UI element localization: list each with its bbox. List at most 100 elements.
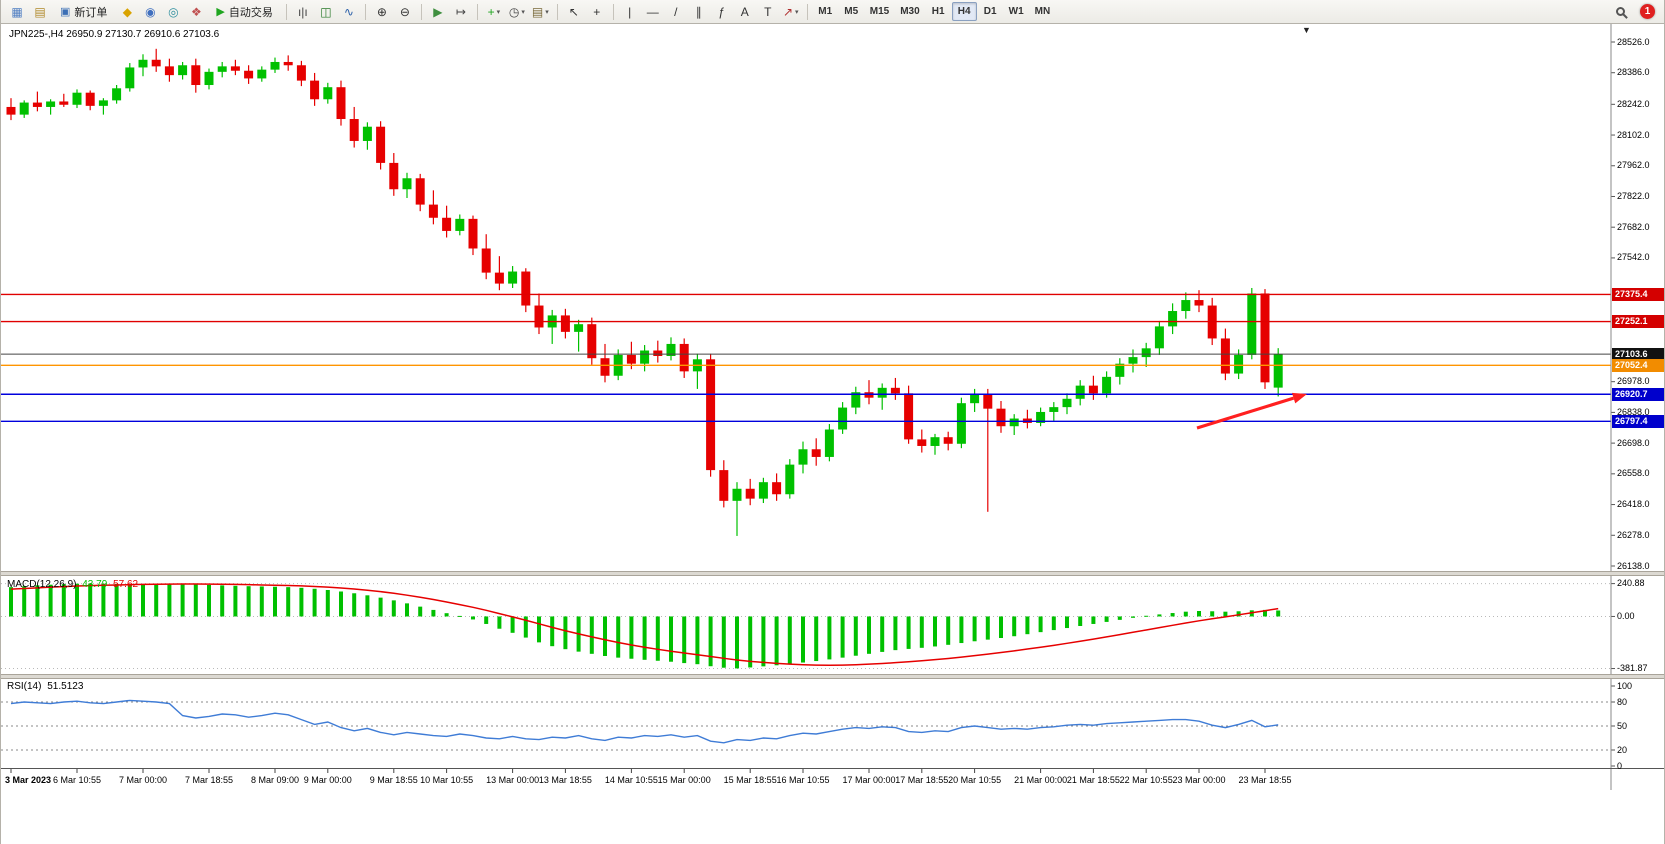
candle-body xyxy=(376,126,386,163)
time-axis-separator xyxy=(1,768,1664,769)
candlestick-chart-type-icon[interactable]: ◫ xyxy=(320,4,332,19)
candle-body xyxy=(1194,300,1204,306)
tf-h4[interactable]: H4 xyxy=(951,2,977,21)
accounts-icon[interactable]: ◉ xyxy=(145,4,156,19)
candle-body xyxy=(59,101,69,105)
tf-h1[interactable]: H1 xyxy=(931,6,945,17)
candle-body xyxy=(164,66,174,76)
line-chart-type-icon[interactable]: ∿ xyxy=(343,4,354,19)
text-icon[interactable]: A xyxy=(740,4,749,19)
cursor-icon[interactable]: ↖ xyxy=(568,4,579,19)
algo-trading-icon[interactable]: ❖ xyxy=(191,4,202,19)
ohlc-values: 26950.9 27130.7 26910.6 27103.6 xyxy=(66,29,220,40)
panel-splitter-rsi[interactable] xyxy=(1,674,1664,679)
candle-body xyxy=(138,59,148,68)
toolbar: ▦ ▤ ▣ 新订单 ◆ ◉ ◎ ❖ ▶ 自动交易 ı|ı ◫ ∿ ⊕ ⊖ ▶ ↦ + ▾ ◷ ▾ ▤ ▾ ↖ + | — / ∥ ƒ A T ↗… xyxy=(1,0,1664,24)
templates-icon[interactable]: ▤ ▾ xyxy=(531,4,549,19)
chart-shift-icon[interactable]: ↦ xyxy=(455,4,466,19)
candle-body xyxy=(758,482,768,499)
candle-body xyxy=(785,464,795,495)
arrows-icon[interactable]: ↗ ▾ xyxy=(782,4,799,19)
community-icon[interactable]: ◎ xyxy=(168,4,179,19)
panel-splitter-macd[interactable] xyxy=(1,571,1664,576)
caret-down-icon: ▾ xyxy=(795,8,799,16)
equidistant-channel-icon[interactable]: ∥ xyxy=(695,4,702,19)
tf-m15[interactable]: M15 xyxy=(869,6,890,17)
vertical-line-icon[interactable]: | xyxy=(628,4,632,19)
candle-body xyxy=(98,100,108,106)
candle-body xyxy=(402,178,412,190)
candle-body xyxy=(72,92,82,105)
candle-body xyxy=(1181,300,1191,312)
candle-body xyxy=(323,87,333,100)
caret-down-icon: ▾ xyxy=(496,8,501,16)
label-icon[interactable]: T xyxy=(764,4,772,19)
candle-body xyxy=(798,449,808,465)
candle-body xyxy=(415,178,425,205)
toolbar-sep xyxy=(806,3,808,20)
tf-d1[interactable]: D1 xyxy=(983,6,997,17)
candle-body xyxy=(204,71,214,86)
candle-body xyxy=(1088,385,1098,394)
candle-body xyxy=(706,359,716,471)
notifications-badge[interactable]: 1 xyxy=(1640,4,1655,19)
toolbar-sep xyxy=(364,3,366,20)
candle-body xyxy=(719,470,729,501)
candle-body xyxy=(389,162,399,190)
tf-mn[interactable]: MN xyxy=(1034,6,1051,17)
candle-body xyxy=(296,65,306,81)
tf-w1[interactable]: W1 xyxy=(1008,6,1024,17)
bar-chart-type-icon[interactable]: ı|ı xyxy=(297,4,308,19)
macd-label: MACD(12,26,9) 43.79 57.62 xyxy=(7,579,141,590)
candle-body xyxy=(508,271,518,284)
candle-body xyxy=(191,65,201,86)
candle-body xyxy=(6,106,16,115)
candle-body xyxy=(772,482,782,495)
candle-body xyxy=(1009,418,1019,427)
candle-body xyxy=(574,324,584,332)
candle-body xyxy=(811,449,821,457)
auto-scroll-icon[interactable]: ▶ xyxy=(433,4,443,19)
candle-body xyxy=(930,437,940,446)
tf-m1[interactable]: M1 xyxy=(818,6,833,17)
profiles-icon[interactable]: ▤ xyxy=(34,4,46,19)
periods-icon[interactable]: ◷ ▾ xyxy=(508,4,525,19)
symbol-ohlc-label: JPN225-,H4 26950.9 27130.7 26910.6 27103… xyxy=(9,29,219,40)
candle-body xyxy=(521,271,531,306)
crosshair-icon[interactable]: + xyxy=(593,4,601,19)
macd-name: MACD(12,26,9) xyxy=(7,579,77,590)
candle-body xyxy=(257,69,267,79)
candle-body xyxy=(1128,357,1138,364)
candle-body xyxy=(151,59,161,67)
horizontal-line-icon[interactable]: — xyxy=(646,4,659,19)
trend-arrow[interactable] xyxy=(1196,396,1295,430)
zoom-out-icon[interactable]: ⊖ xyxy=(399,4,410,19)
deposit-icon[interactable]: ◆ xyxy=(122,4,133,19)
auto-trading-button-label: 自动交易 xyxy=(228,6,273,19)
candle-body xyxy=(494,272,504,284)
search-button[interactable] xyxy=(1609,2,1631,22)
tf-m30[interactable]: M30 xyxy=(900,6,920,17)
candle-body xyxy=(1141,348,1151,358)
new-order-button[interactable]: ▣ 新订单 xyxy=(52,2,115,22)
candle-body xyxy=(943,437,953,444)
candle-body xyxy=(455,218,465,231)
auto-trading-button[interactable]: ▶ 自动交易 xyxy=(208,2,280,22)
candle-body xyxy=(85,92,95,106)
candle-body xyxy=(1075,385,1085,399)
rsi-name: RSI(14) xyxy=(7,681,42,692)
candle-body xyxy=(336,87,346,120)
chart-shift-marker[interactable]: ▼ xyxy=(1302,25,1311,35)
zoom-in-icon[interactable]: ⊕ xyxy=(376,4,387,19)
candle-body xyxy=(653,350,663,357)
caret-down-icon: ▾ xyxy=(545,8,549,16)
candle-body xyxy=(217,66,227,72)
add-indicator-icon[interactable]: + ▾ xyxy=(487,4,501,19)
tf-m5[interactable]: M5 xyxy=(844,6,859,17)
trendline-icon[interactable]: / xyxy=(674,4,678,19)
rsi-label: RSI(14) 51.5123 xyxy=(7,681,86,692)
terminal-panel-icon[interactable]: ▦ xyxy=(11,4,23,19)
fibonacci-icon[interactable]: ƒ xyxy=(718,4,726,19)
search-icon xyxy=(1615,7,1625,16)
